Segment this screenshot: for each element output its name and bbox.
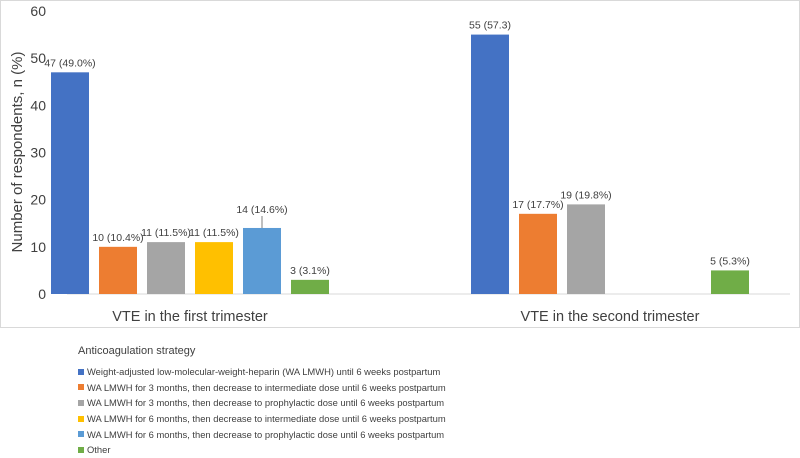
data-labels: 47 (49.0%)55 (57.3)10 (10.4%)17 (17.7%)1…: [44, 20, 750, 277]
legend-swatch: [78, 399, 84, 406]
y-tick-label: 0: [38, 286, 46, 302]
data-label: 11 (11.5%): [189, 227, 239, 239]
bar: [291, 279, 329, 294]
legend-item: WA LMWH for 3 months, then decrease to i…: [78, 380, 678, 396]
bars: [51, 34, 749, 294]
bar: [147, 242, 185, 294]
y-axis-label: Number of respondents, n (%): [9, 52, 26, 253]
data-label: 10 (10.4%): [92, 232, 143, 244]
legend-items: Weight-adjusted low-molecular-weight-hep…: [78, 364, 678, 458]
bar: [567, 204, 605, 294]
data-label: 3 (3.1%): [290, 265, 330, 277]
legend-label: WA LMWH for 3 months, then decrease to p…: [87, 397, 445, 409]
legend-item: Other: [78, 442, 678, 458]
legend-label: WA LMWH for 6 months, then decrease to p…: [87, 428, 445, 440]
legend-label: Weight-adjusted low-molecular-weight-hep…: [87, 366, 441, 378]
legend: Anticoagulation strategy Weight-adjusted…: [78, 345, 678, 458]
legend-swatch: [78, 431, 84, 438]
legend-item: Weight-adjusted low-molecular-weight-hep…: [78, 364, 678, 380]
y-tick-label: 20: [30, 192, 46, 208]
bar: [519, 213, 557, 294]
data-label: 14 (14.6%): [236, 204, 287, 216]
legend-swatch: [78, 384, 84, 391]
legend-swatch: [78, 446, 84, 453]
legend-label: WA LMWH for 3 months, then decrease to i…: [87, 381, 446, 393]
legend-label: Other: [87, 444, 111, 456]
y-tick-label: 50: [30, 50, 46, 66]
legend-swatch: [78, 368, 84, 375]
category-label: VTE in the first trimester: [112, 309, 268, 325]
y-tick-label: 60: [30, 3, 46, 19]
legend-title: Anticoagulation strategy: [78, 345, 196, 357]
y-tick-label: 30: [30, 145, 46, 161]
category-label: VTE in the second trimester: [521, 309, 700, 325]
bar: [711, 270, 749, 294]
bar: [51, 72, 89, 294]
y-tick-label: 40: [30, 97, 46, 113]
data-label: 5 (5.3%): [710, 255, 750, 267]
legend-item: WA LMWH for 6 months, then decrease to p…: [78, 426, 678, 442]
bar: [99, 246, 137, 294]
category-labels: VTE in the first trimester VTE in the sec…: [112, 309, 699, 325]
legend-item: WA LMWH for 3 months, then decrease to p…: [78, 395, 678, 411]
y-tick-label: 10: [30, 239, 46, 255]
bar: [471, 34, 509, 294]
bar: [195, 242, 233, 294]
data-label: 55 (57.3): [469, 20, 511, 32]
bar: [243, 227, 281, 294]
data-label: 47 (49.0%): [44, 57, 95, 69]
legend-swatch: [78, 415, 84, 422]
y-axis-ticks: 0 10 20 30 40 50 60: [30, 3, 46, 302]
data-label: 17 (17.7%): [512, 199, 563, 211]
data-label: 11 (11.5%): [141, 227, 191, 239]
data-label: 19 (19.8%): [560, 189, 611, 201]
legend-item: WA LMWH for 6 months, then decrease to i…: [78, 411, 678, 427]
legend-label: WA LMWH for 6 months, then decrease to i…: [87, 413, 446, 425]
